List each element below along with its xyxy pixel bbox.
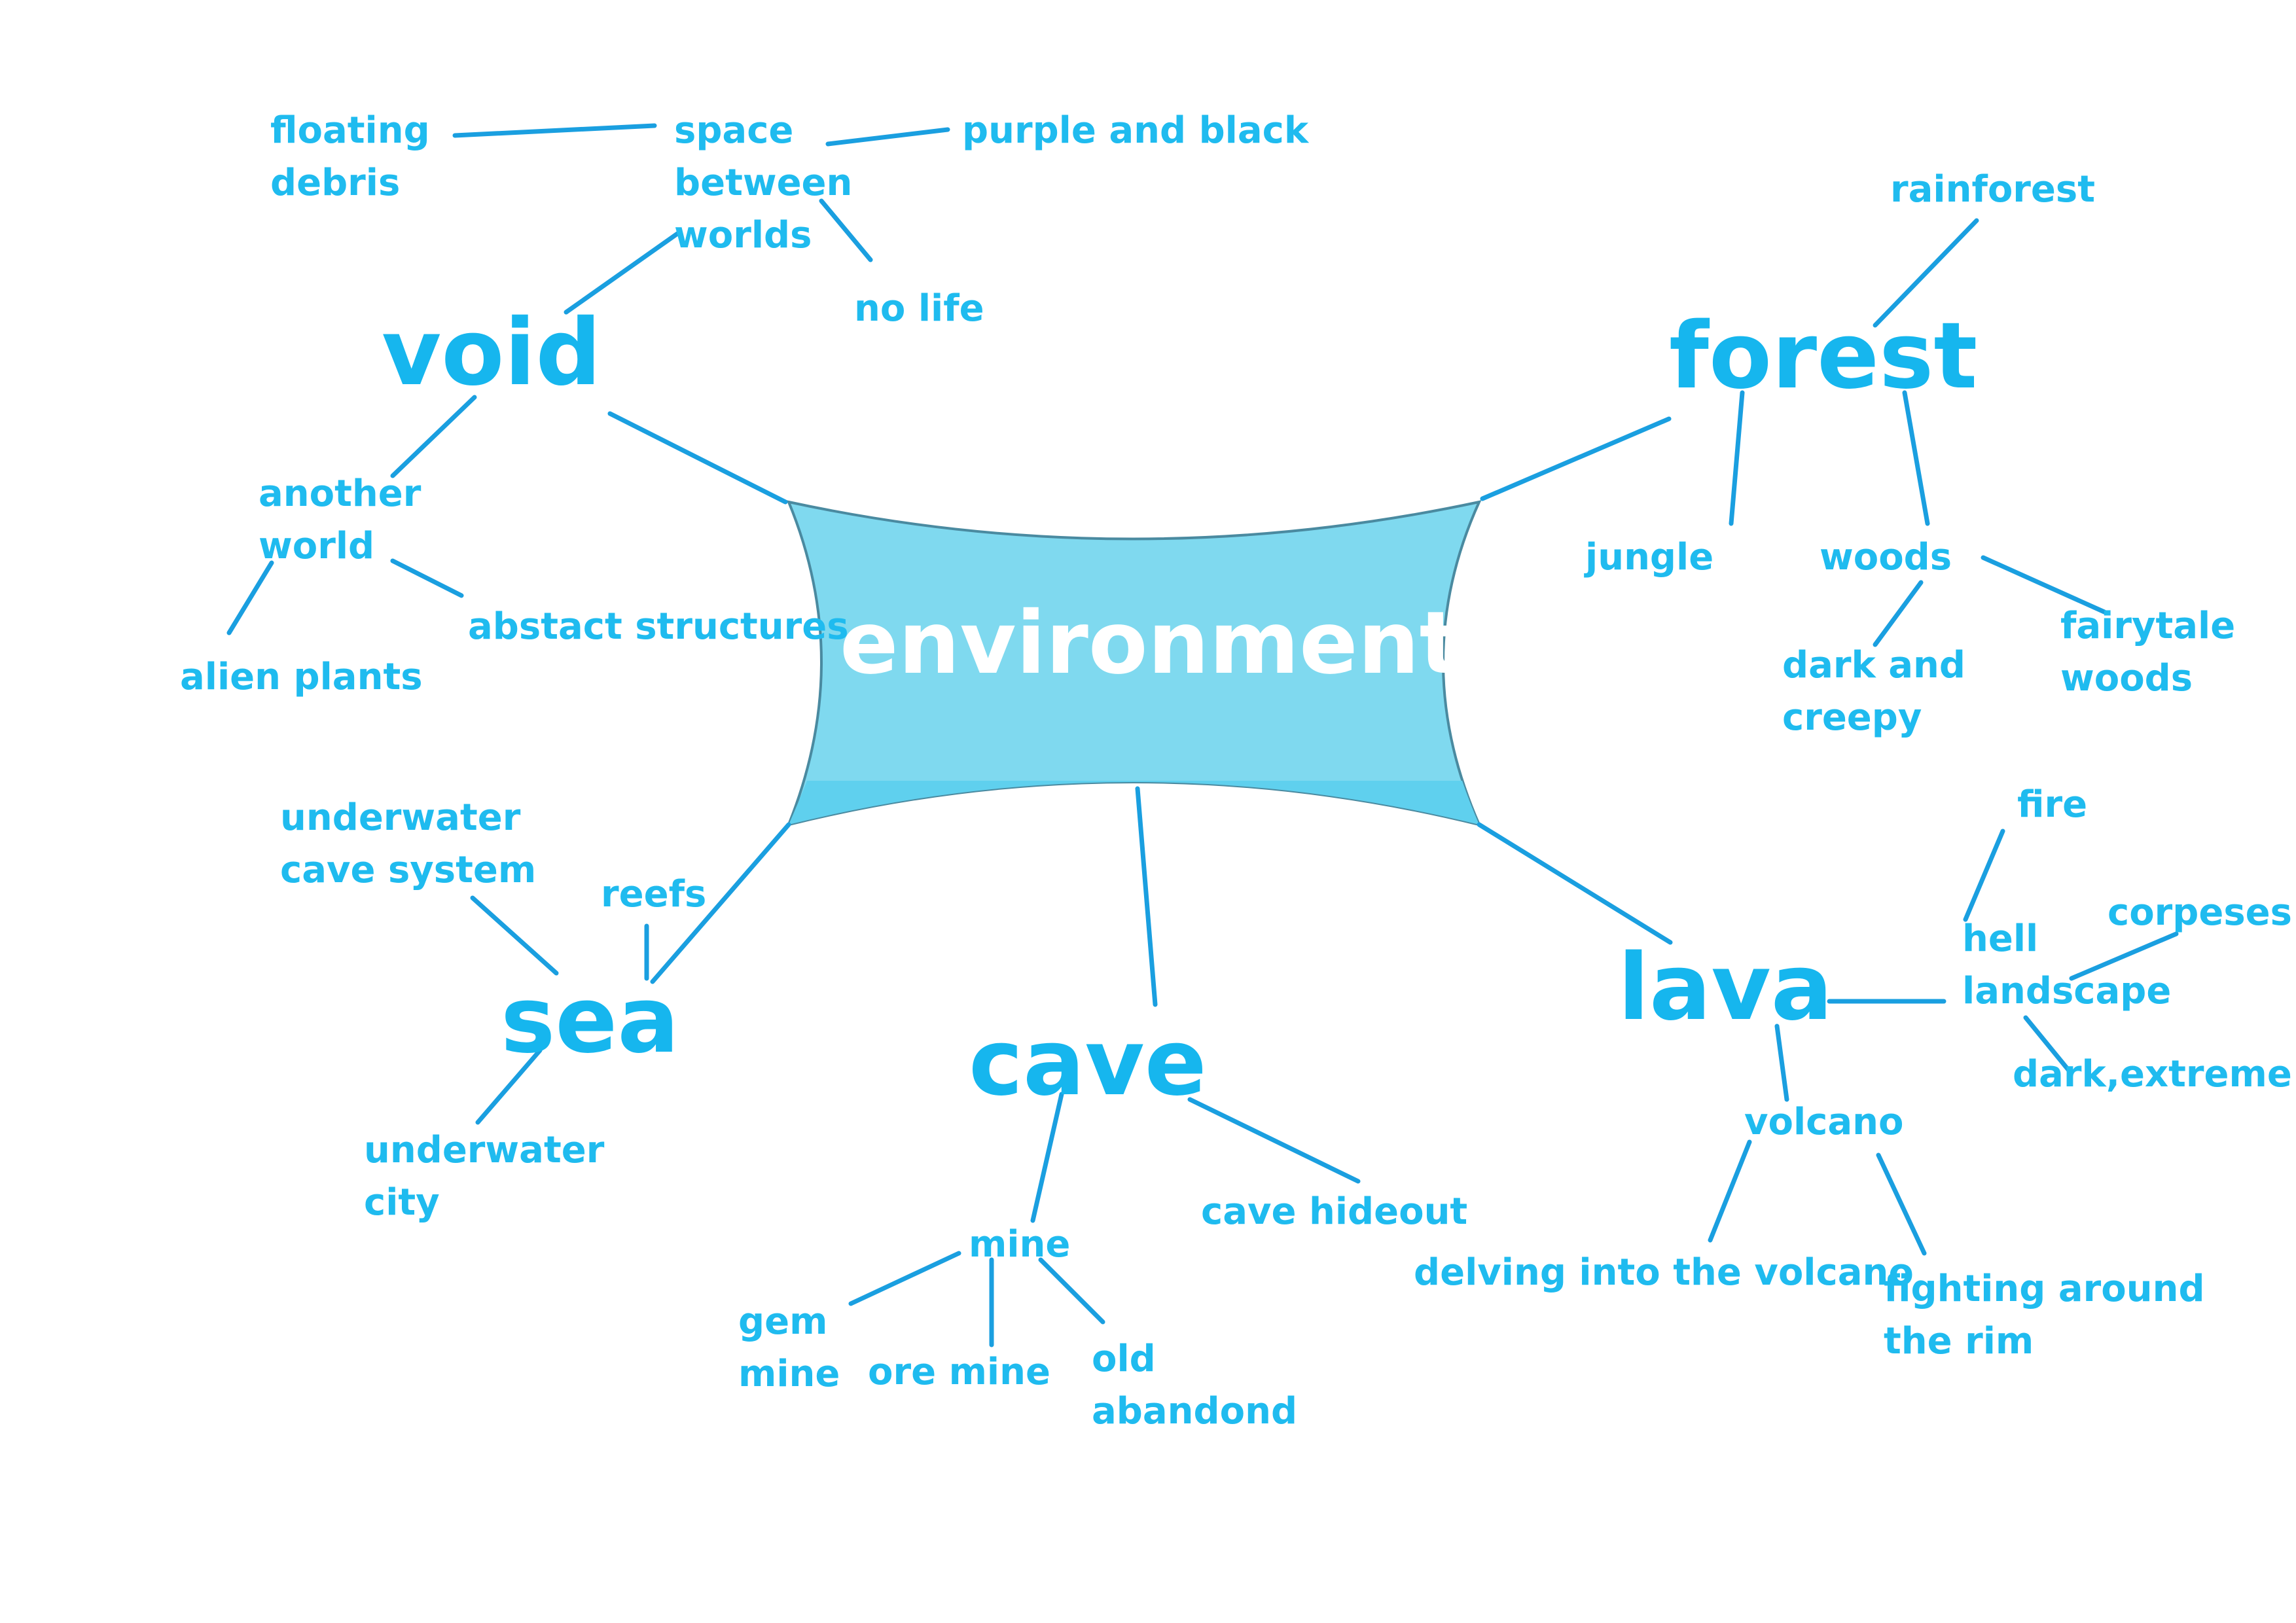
- link-forest-woods: [1902, 390, 1930, 526]
- link-center-void: [607, 411, 788, 505]
- node-fire: fire: [2017, 783, 2088, 826]
- link-volcano-fighting: [1876, 1152, 1927, 1256]
- link-cave-hideout: [1187, 1097, 1361, 1184]
- link-center-sea: [650, 822, 791, 984]
- topic-sea: sea: [501, 967, 679, 1074]
- node-dark-extreme: dark,extreme: [2013, 1053, 2292, 1096]
- link-woods-dark: [1873, 580, 1924, 647]
- topic-lava: lava: [1618, 935, 1833, 1041]
- link-cave-mine: [1030, 1092, 1064, 1223]
- node-another-world: another world: [259, 473, 422, 567]
- link-space-purple: [825, 127, 950, 147]
- node-no-life: no life: [854, 287, 984, 330]
- link-void-another: [390, 395, 477, 478]
- node-delving-into-the-volcano: delving into the volcano: [1414, 1251, 1914, 1294]
- topic-cave: cave: [969, 1010, 1207, 1116]
- node-space-between-worlds: space between worlds: [674, 109, 853, 257]
- link-hell-fire: [1963, 829, 2005, 922]
- link-forest-jungle: [1729, 390, 1745, 526]
- center-shape-bottom-band: [789, 781, 1479, 825]
- link-sea-underwater-cave: [470, 895, 559, 976]
- link-volcano-delving: [1708, 1139, 1752, 1243]
- link-mine-old: [1038, 1257, 1105, 1325]
- node-abstact-structures: abstact structures: [468, 605, 849, 648]
- link-space-debris: [452, 123, 657, 138]
- node-underwater-cave-system: underwater cave system: [280, 796, 537, 891]
- center-label-environment: environment: [840, 593, 1461, 694]
- link-hell-dark: [2023, 1015, 2072, 1074]
- node-rainforest: rainforest: [1890, 168, 2096, 211]
- link-another-abstact: [390, 558, 464, 598]
- node-floating-debris: floating debris: [270, 109, 430, 204]
- node-reefs: reefs: [601, 873, 707, 916]
- node-ore-mine: ore mine: [868, 1351, 1050, 1393]
- link-hell-corpeses: [2069, 931, 2179, 981]
- node-alien-plants: alien plants: [180, 656, 423, 698]
- link-center-forest: [1480, 416, 1672, 501]
- topic-void: void: [382, 300, 601, 406]
- node-old-abandond: old abandond: [1092, 1338, 1298, 1433]
- node-gem-mine: gem mine: [738, 1300, 840, 1395]
- node-cave-hideout: cave hideout: [1201, 1190, 1468, 1233]
- link-center-lava: [1477, 822, 1673, 945]
- node-corpeses: corpeses: [2108, 891, 2292, 934]
- node-volcano: volcano: [1744, 1101, 1904, 1143]
- node-jungle: jungle: [1585, 536, 1714, 579]
- node-fairytale-woods: fairytale woods: [2060, 605, 2236, 700]
- node-underwater-city: underwater city: [364, 1129, 605, 1224]
- link-void-space: [564, 231, 680, 315]
- node-mine: mine: [969, 1223, 1071, 1266]
- link-sea-underwater-city: [475, 1048, 543, 1125]
- link-another-alien: [226, 560, 274, 635]
- node-woods: woods: [1820, 536, 1952, 579]
- link-lava-volcano: [1774, 1024, 1789, 1102]
- link-forest-rainforest: [1873, 218, 1979, 328]
- link-woods-fairytale: [1981, 555, 2107, 615]
- link-center-cave: [1135, 786, 1158, 1007]
- link-space-nolife: [819, 198, 873, 262]
- node-purple-and-black: purple and black: [962, 109, 1309, 152]
- topic-forest: forest: [1669, 303, 1978, 410]
- link-mine-gem: [848, 1251, 961, 1306]
- node-dark-and-creepy: dark and creepy: [1782, 644, 1965, 739]
- node-hell-landscape: hell landscape: [1962, 918, 2172, 1012]
- node-fighting-around-the-rim: fighting around the rim: [1884, 1268, 2205, 1363]
